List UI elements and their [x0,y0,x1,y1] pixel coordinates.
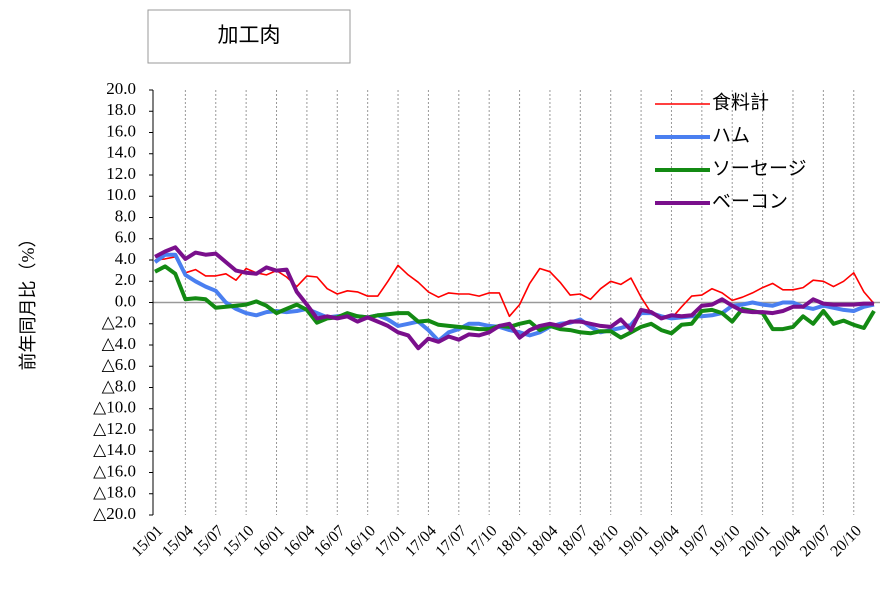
y-tick-label: 20.0 [106,79,136,98]
y-tick-label: △4.0 [102,334,136,353]
x-tick-label: 15/07 [189,522,227,560]
y-tick-label: 16.0 [106,121,136,140]
x-tick-label: 19/10 [706,522,744,560]
y-tick-label: 18.0 [106,100,136,119]
y-tick-label: △6.0 [102,355,136,374]
y-tick-label: △10.0 [93,398,136,417]
x-tick-label: 20/01 [736,522,774,560]
legend-label: ベーコン [712,191,788,212]
y-tick-label: △2.0 [102,313,136,332]
y-tick-label: △12.0 [93,419,136,438]
y-tick-label: 0.0 [115,291,136,310]
x-tick-label: 20/10 [827,522,865,560]
legend-label: 食料計 [712,91,769,113]
y-tick-label: 12.0 [106,164,136,183]
chart-title: 加工肉 [218,23,281,47]
x-tick-label: 16/07 [311,522,349,560]
x-tick-label: 16/01 [250,522,288,560]
x-tick-label: 15/04 [159,522,197,560]
y-tick-label: 4.0 [115,249,136,268]
x-tick-label: 17/10 [463,522,501,560]
x-tick-label: 20/07 [797,522,835,560]
x-tick-label: 17/04 [402,522,440,560]
x-tick-label: 15/10 [220,522,258,560]
x-tick-label: 16/04 [281,522,319,560]
x-tick-label: 18/04 [524,522,562,560]
x-tick-label: 19/04 [645,522,683,560]
legend-label: ソーセージ [712,158,807,179]
y-tick-label: 8.0 [115,206,136,225]
y-tick-label: △14.0 [93,440,136,459]
y-tick-label: 14.0 [106,143,136,162]
title-box [147,9,351,64]
y-tick-label: △18.0 [93,483,136,502]
y-tick-label: △8.0 [102,376,136,395]
x-tick-label: 15/01 [129,522,167,560]
y-tick-label: 10.0 [106,185,136,204]
x-tick-label: 19/01 [615,522,653,560]
x-tick-label: 17/01 [372,522,410,560]
x-tick-label: 17/07 [432,522,470,560]
x-tick-label: 16/10 [341,522,379,560]
y-tick-label: 2.0 [115,270,136,289]
x-tick-label: 18/07 [554,522,592,560]
x-tick-label: 19/07 [675,522,713,560]
series-line [154,245,874,351]
x-tick-label: 20/04 [767,522,805,560]
x-tick-label: 18/01 [493,522,531,560]
y-axis-label: 前年同月比（%） [18,230,38,371]
y-tick-label: 6.0 [115,228,136,247]
y-tick-label: △16.0 [93,461,136,480]
legend-label: ハム [712,125,750,146]
x-tick-label: 18/10 [584,522,622,560]
series-line [154,256,875,320]
y-tick-label: △20.0 [93,504,136,523]
